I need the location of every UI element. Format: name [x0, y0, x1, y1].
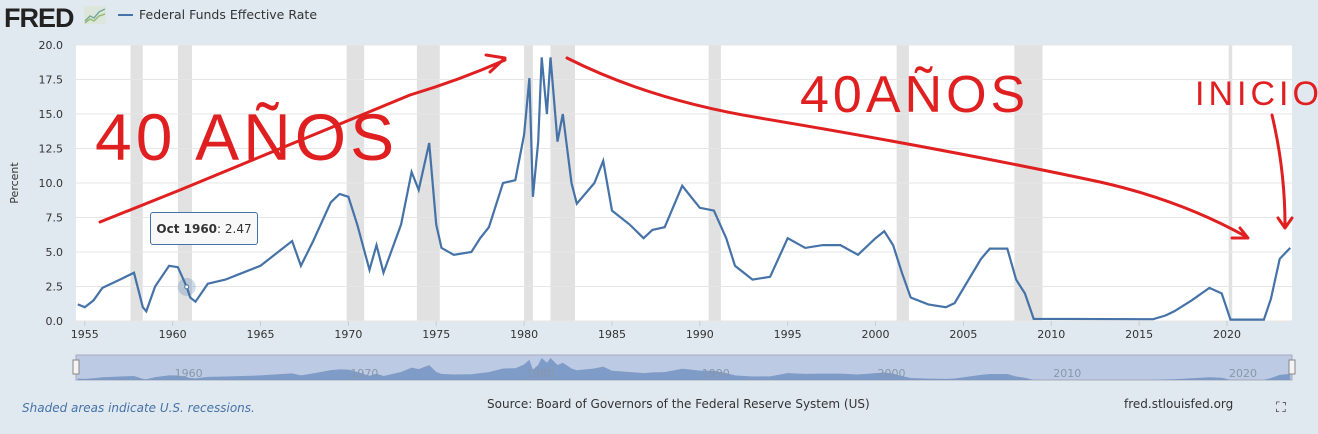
- annotation-middle: 40AÑOS: [800, 66, 1029, 124]
- annotation-left: 40 AÑOS: [95, 100, 398, 174]
- navigator-tick-label: 2000: [878, 367, 906, 380]
- x-tick-label: 1975: [422, 328, 450, 341]
- y-tick-label: 10.0: [39, 177, 64, 190]
- legend-swatch: [118, 13, 133, 16]
- legend-item[interactable]: Federal Funds Effective Rate: [118, 7, 317, 22]
- x-tick-label: 2020: [1213, 328, 1241, 341]
- chart-logo-icon: [84, 6, 106, 24]
- tooltip-date: Oct 1960: [156, 221, 218, 236]
- navigator-handle-left[interactable]: [72, 359, 80, 375]
- fullscreen-icon[interactable]: ⛶: [1276, 400, 1286, 416]
- annotation-right: INICIO: [1195, 75, 1318, 113]
- navigator-tick-label: 1990: [702, 367, 730, 380]
- navigator-tick-label: 2020: [1229, 367, 1257, 380]
- annotation-arrow-start: [1270, 113, 1294, 230]
- y-tick-label: 12.5: [39, 143, 64, 156]
- annotation-arrow-down: [565, 56, 1250, 240]
- tooltip-value: 2.47: [224, 221, 252, 236]
- y-tick-label: 17.5: [39, 74, 64, 87]
- x-tick-label: 2010: [1037, 328, 1065, 341]
- navigator-tick-label: 2010: [1053, 367, 1081, 380]
- navigator-tick-label: 1980: [526, 367, 554, 380]
- navigator-tick-label: 1960: [175, 367, 203, 380]
- y-axis-label: Percent: [8, 162, 21, 204]
- hover-point: [184, 284, 190, 290]
- y-tick-label: 15.0: [39, 108, 64, 121]
- legend-label: Federal Funds Effective Rate: [139, 7, 318, 22]
- fred-logo[interactable]: FRED: [4, 3, 74, 33]
- y-tick-label: 2.5: [46, 281, 64, 294]
- recession-note: Shaded areas indicate U.S. recessions.: [22, 401, 255, 415]
- x-tick-label: 2015: [1125, 328, 1153, 341]
- x-tick-label: 1990: [686, 328, 714, 341]
- x-tick-label: 1965: [247, 328, 275, 341]
- source-text: Source: Board of Governors of the Federa…: [487, 397, 870, 411]
- navigator-handle-right[interactable]: [1288, 359, 1296, 375]
- x-tick-label: 1955: [71, 328, 99, 341]
- x-tick-label: 1960: [159, 328, 187, 341]
- navigator-area: [77, 358, 1291, 380]
- x-tick-label: 1980: [510, 328, 538, 341]
- x-tick-label: 1995: [774, 328, 802, 341]
- tooltip: Oct 1960: 2.47: [150, 212, 258, 245]
- x-tick-label: 2000: [862, 328, 890, 341]
- x-tick-label: 1985: [598, 328, 626, 341]
- navigator-tick-label: 1970: [350, 367, 378, 380]
- y-tick-label: 5.0: [46, 246, 64, 259]
- y-tick-label: 20.0: [39, 39, 64, 52]
- annotation-arrow-up: [98, 53, 507, 224]
- y-tick-label: 7.5: [46, 212, 64, 225]
- x-tick-label: 2005: [949, 328, 977, 341]
- y-tick-label: 0.0: [46, 315, 64, 328]
- site-link[interactable]: fred.stlouisfed.org: [1124, 397, 1234, 411]
- x-tick-label: 1970: [334, 328, 362, 341]
